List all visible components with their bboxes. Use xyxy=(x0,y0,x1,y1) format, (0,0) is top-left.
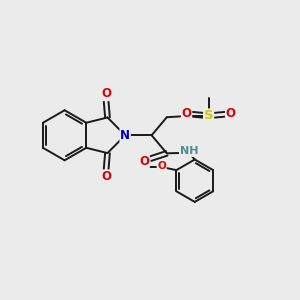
Text: O: O xyxy=(226,107,236,120)
Text: O: O xyxy=(101,170,111,183)
Text: NH: NH xyxy=(180,146,198,156)
Text: O: O xyxy=(101,87,111,101)
Text: N: N xyxy=(120,129,130,142)
Text: O: O xyxy=(157,161,166,171)
Text: O: O xyxy=(139,155,149,168)
Text: S: S xyxy=(204,109,213,122)
Text: O: O xyxy=(182,107,191,120)
